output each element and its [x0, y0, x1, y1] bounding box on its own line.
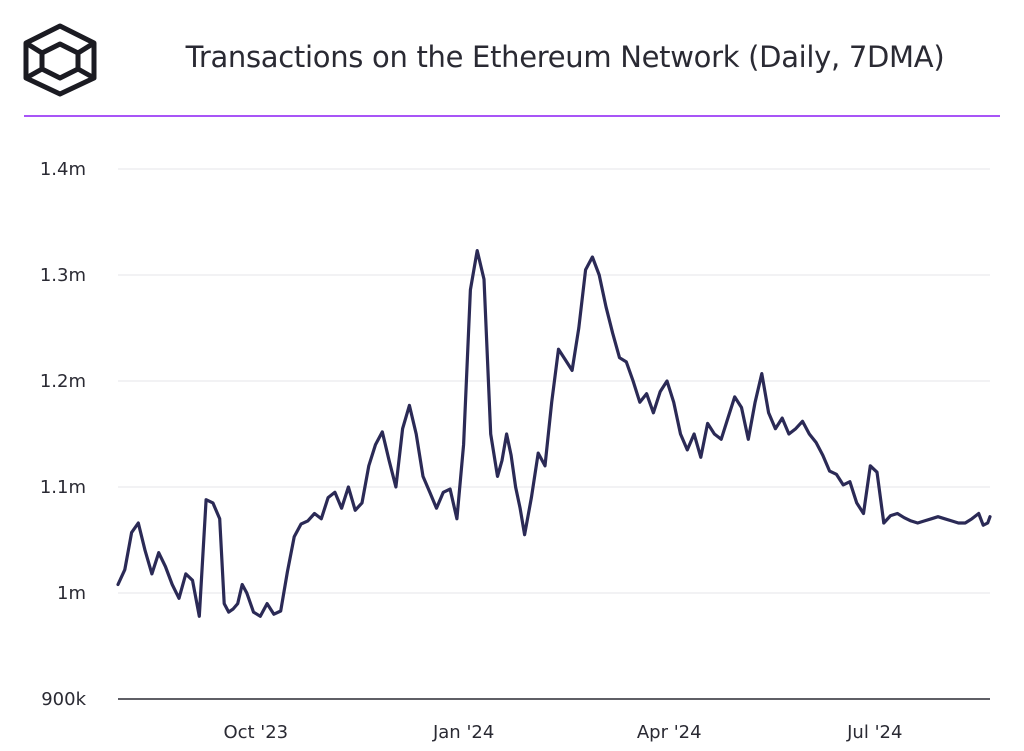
chart-title: Transactions on the Ethereum Network (Da… [185, 40, 945, 74]
x-tick-label: Jul '24 [846, 722, 902, 743]
cube-logo-icon [22, 22, 98, 98]
x-tick-label: Apr '24 [637, 722, 702, 743]
y-tick-label: 1.2m [40, 371, 86, 392]
y-tick-label: 1m [57, 583, 86, 604]
x-tick-label: Jan '24 [432, 722, 494, 743]
x-tick-label: Oct '23 [223, 722, 288, 743]
y-tick-label: 1.3m [40, 265, 86, 286]
y-tick-label: 1.4m [40, 159, 86, 180]
y-tick-label: 1.1m [40, 477, 86, 498]
y-tick-label: 900k [41, 689, 86, 710]
series-line [116, 249, 992, 618]
title-divider [24, 115, 1000, 117]
